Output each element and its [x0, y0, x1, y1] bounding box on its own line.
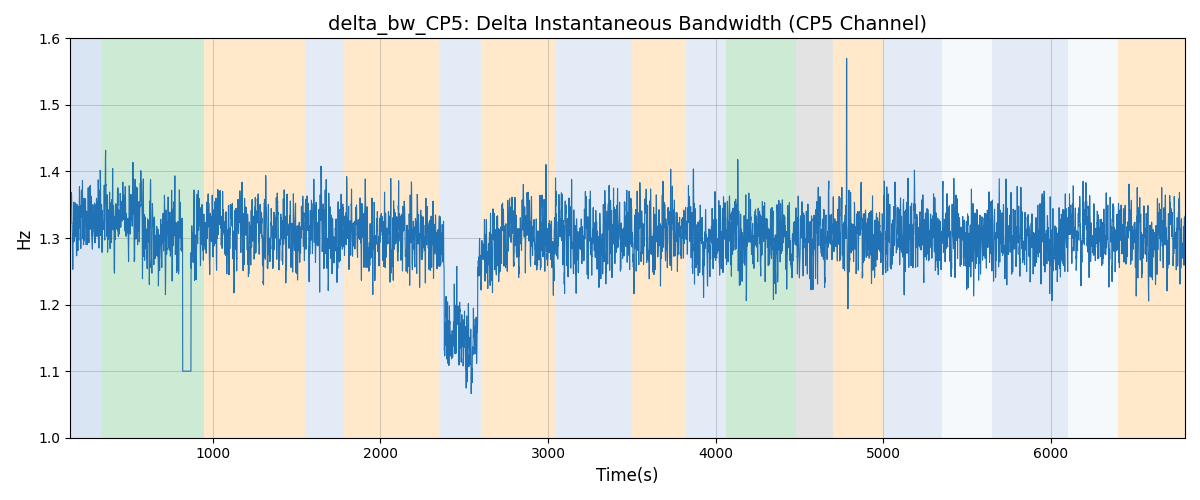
Bar	[343, 38, 439, 438]
Bar	[833, 38, 883, 438]
Bar	[204, 38, 246, 438]
Bar	[883, 38, 942, 438]
Title: delta_bw_CP5: Delta Instantaneous Bandwidth (CP5 Channel): delta_bw_CP5: Delta Instantaneous Bandwi…	[329, 15, 928, 35]
Bar	[1118, 38, 1186, 438]
Bar	[632, 38, 685, 438]
Bar	[685, 38, 726, 438]
Bar	[101, 38, 204, 438]
Bar	[439, 38, 481, 438]
Bar	[726, 38, 796, 438]
X-axis label: Time(s): Time(s)	[596, 467, 659, 485]
Bar	[557, 38, 632, 438]
Y-axis label: Hz: Hz	[14, 228, 32, 248]
Bar	[481, 38, 557, 438]
Bar	[992, 38, 1068, 438]
Bar	[1068, 38, 1118, 438]
Bar	[71, 38, 101, 438]
Bar	[942, 38, 992, 438]
Bar	[246, 38, 305, 438]
Bar	[305, 38, 343, 438]
Bar	[796, 38, 833, 438]
